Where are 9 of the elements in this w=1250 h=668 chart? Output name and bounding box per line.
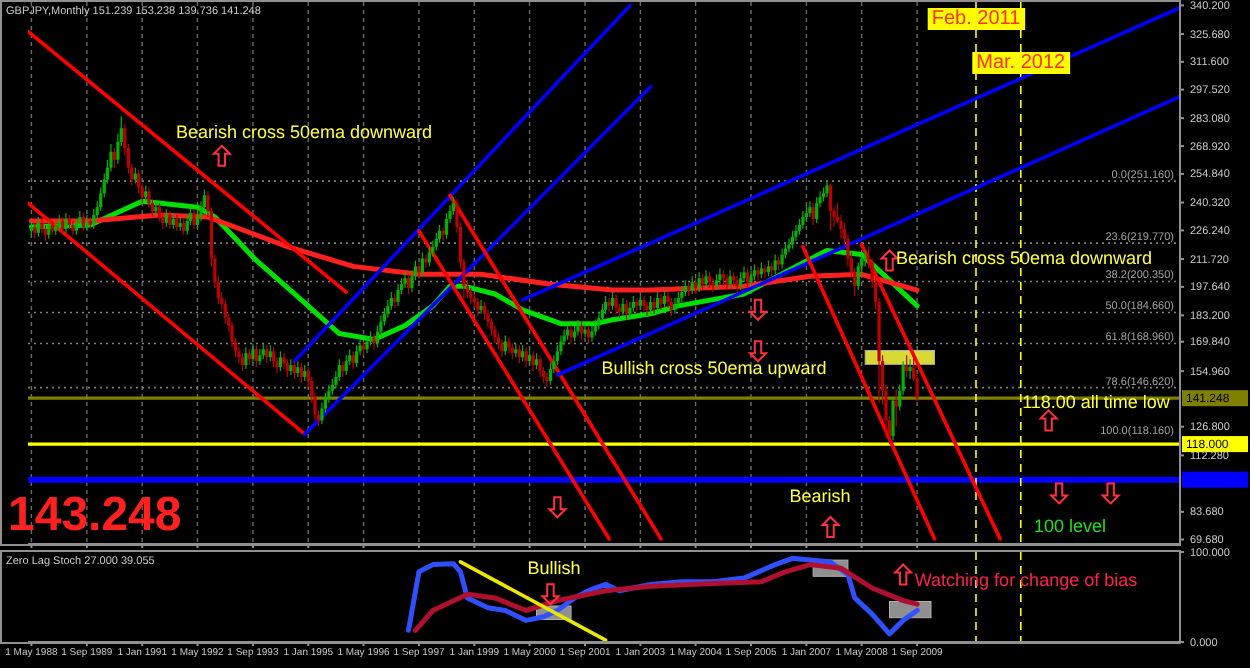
annotation: 118.00 all time low	[1022, 392, 1171, 413]
annotation: 143.248	[8, 488, 182, 542]
annotation: Bearish cross 50ema downward	[175, 122, 433, 143]
annotation: 100 level	[1033, 516, 1107, 537]
annotation: Bullish	[527, 558, 581, 579]
annotation: Watching for change of bias	[914, 570, 1139, 591]
annotation: Bearish cross 50ema downward	[895, 248, 1153, 269]
annotation: Bullish cross 50ema upward	[601, 358, 827, 379]
annotation: Bearish	[789, 486, 851, 507]
